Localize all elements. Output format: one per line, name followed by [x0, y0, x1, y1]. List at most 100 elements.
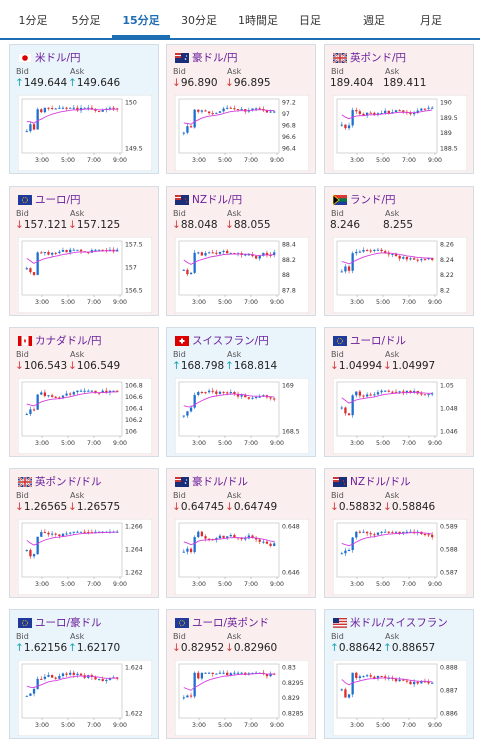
price-chart[interactable]: 150 149.5 3:00 5:00 7:00 9:00	[18, 95, 152, 171]
x-tick-label: 9:00	[113, 440, 127, 447]
price-chart[interactable]: 88.4 88.2 88 87.8 3:00 5:00 7:00 9:00	[175, 237, 309, 313]
currency-pair-title[interactable]: ユーロ/ドル	[350, 335, 407, 347]
moving-average-line	[26, 675, 118, 689]
candle-body	[233, 391, 236, 394]
price-chart[interactable]: 190 189.5 189 188.5 3:00 5:00 7:00 9:00	[333, 95, 467, 171]
candle-body	[229, 391, 232, 393]
tab-1[interactable]: 5分足	[71, 14, 101, 27]
y-tick-label: 189.5	[440, 115, 458, 122]
candle-body	[204, 536, 207, 539]
candle-body	[409, 112, 412, 115]
candle-body	[365, 112, 369, 116]
currency-card[interactable]: 米ドル/スイスフラン Bid Ask ↑0.88642 ↑0.88657 0.888 0.8…	[324, 609, 474, 739]
currency-card[interactable]: スイスフラン/円 Bid Ask ↑168.798 ↑168.814 169 168.5 3:…	[166, 327, 316, 457]
ask-label: Ask	[227, 491, 242, 500]
x-tick-label: 3:00	[350, 440, 364, 447]
price-chart[interactable]: 97.2 97 96.8 96.6 96.4 3:00 5:00 7:00 9:00	[175, 95, 309, 171]
candle-body	[387, 677, 390, 679]
price-chart[interactable]: 1.624 1.622 3:00 5:00 7:00 9:00	[18, 660, 152, 736]
plot-area	[178, 98, 280, 154]
candle-body	[351, 672, 354, 695]
candle-body	[72, 107, 75, 109]
y-tick-label: 188.5	[440, 146, 458, 153]
currency-pair-title[interactable]: ユーロ/英ポンド	[192, 617, 270, 629]
currency-pair-title[interactable]: スイスフラン/円	[192, 335, 269, 347]
currency-pair-title[interactable]: 英ポンド/ドル	[35, 476, 102, 488]
x-tick-label: 7:00	[402, 440, 416, 447]
bid-label: Bid	[173, 491, 186, 500]
currency-pair-title[interactable]: NZドル/円	[192, 194, 243, 206]
currency-pair-title[interactable]: NZドル/ドル	[350, 476, 411, 488]
candle-body	[50, 395, 54, 397]
candle-body	[182, 551, 185, 553]
currency-card[interactable]: ランド/円 Bid Ask 8.246 8.255 8.26 8.24 8.22 8.2 3:00…	[324, 186, 474, 316]
currency-card[interactable]: 英ポンド/円 Bid Ask 189.404 189.411 190 189.5 189 188…	[324, 44, 474, 174]
currency-card[interactable]: ユーロ/豪ドル Bid Ask ↑1.62156 ↑1.62170 1.624 1.622 3…	[9, 609, 159, 739]
price-chart[interactable]: 0.83 0.8295 0.829 0.8285 3:00 5:00 7:00 9:00	[175, 660, 309, 736]
candle-body	[94, 109, 97, 111]
currency-card[interactable]: ユーロ/英ポンド Bid Ask ↓0.82952 ↓0.82960 0.83 0.8295…	[166, 609, 316, 739]
currency-card[interactable]: 豪ドル/ドル Bid Ask ↓0.64745 ↓0.64749 0.648 0.646 3:…	[166, 468, 316, 598]
currency-card[interactable]: 英ポンド/ドル Bid Ask ↓1.26565 ↓1.26575 1.266 1.264 1…	[9, 468, 159, 598]
ask-trend-arrow-icon: ↑	[68, 77, 77, 89]
price-chart[interactable]: 1.05 1.048 1.046 3:00 5:00 7:00 9:00	[333, 378, 467, 454]
price-chart[interactable]: 157.5 157 156.5 3:00 5:00 7:00 9:00	[18, 237, 152, 313]
price-chart[interactable]: 0.888 0.887 0.886 3:00 5:00 7:00 9:00	[333, 660, 467, 736]
candle-body	[431, 107, 434, 109]
y-tick-label: 1.05	[440, 383, 454, 390]
candle-body	[258, 108, 261, 110]
candle-body	[409, 390, 412, 393]
currency-pair-title[interactable]: ユーロ/豪ドル	[35, 617, 102, 629]
currency-pair-title[interactable]: 英ポンド/円	[350, 52, 407, 64]
x-tick-label: 3:00	[350, 157, 364, 164]
currency-card[interactable]: NZドル/円 Bid Ask ↓88.048 ↓88.055 88.4 88.2 88 87.8…	[166, 186, 316, 316]
price-chart[interactable]: 169 168.5 3:00 5:00 7:00 9:00	[175, 378, 309, 454]
tab-7[interactable]: 月足	[420, 14, 442, 27]
y-tick-label: 96.8	[282, 123, 296, 130]
x-tick-label: 7:00	[87, 722, 101, 729]
currency-pair-title[interactable]: 米ドル/円	[35, 52, 81, 64]
tab-4[interactable]: 1時間足	[238, 14, 278, 27]
price-chart[interactable]: 106.8 106.6 106.4 106.2 106 3:00 5:00 7:00 9:00	[18, 378, 152, 454]
candle-body	[340, 553, 343, 555]
candle-body	[29, 124, 32, 132]
moving-average-line	[341, 252, 433, 265]
currency-pair-title[interactable]: ランド/円	[350, 194, 396, 206]
currency-card[interactable]: ユーロ/ドル Bid Ask ↓1.04994 ↓1.04997 1.05 1.048 1.0…	[324, 327, 474, 457]
candle-body	[189, 407, 193, 412]
currency-pair-title[interactable]: カナダドル/円	[35, 335, 102, 347]
currency-card[interactable]: NZドル/ドル Bid Ask ↓0.58832 ↓0.58846 0.589 0.588 0…	[324, 468, 474, 598]
bid-value: 189.404	[330, 77, 373, 89]
bid-trend-arrow-icon: ↓	[15, 501, 24, 513]
bid-label: Bid	[173, 67, 186, 76]
candle-body	[25, 695, 28, 697]
currency-card[interactable]: カナダドル/円 Bid Ask ↓106.543 ↓106.549 106.8 106.6 1…	[9, 327, 159, 457]
bid-value: ↓0.58832	[330, 501, 382, 513]
moving-average-line	[341, 532, 433, 547]
currency-pair-title[interactable]: ユーロ/円	[35, 194, 81, 206]
candle-body	[54, 108, 57, 110]
currency-pair-title[interactable]: 豪ドル/ドル	[192, 476, 249, 488]
candle-body	[87, 107, 90, 109]
tab-2[interactable]: 15分足	[112, 0, 170, 38]
x-tick-label: 7:00	[402, 722, 416, 729]
ask-label: Ask	[70, 350, 85, 359]
currency-card[interactable]: ユーロ/円 Bid Ask ↓157.121 ↓157.125 157.5 157 156.5…	[9, 186, 159, 316]
currency-pair-title[interactable]: 豪ドル/円	[192, 52, 238, 64]
currency-card[interactable]: 豪ドル/円 Bid Ask ↓96.890 ↓96.895 97.2 97 96.8 96.6 9…	[166, 44, 316, 174]
price-chart[interactable]: 1.266 1.264 1.262 3:00 5:00 7:00 9:00	[18, 519, 152, 595]
currency-card[interactable]: 米ドル/円 Bid Ask ↑149.644 ↑149.646 150 149.5 3:00 5…	[9, 44, 159, 174]
tab-3[interactable]: 30分足	[181, 14, 217, 27]
candle-body	[29, 409, 32, 414]
tab-5[interactable]: 日足	[299, 14, 321, 27]
candle-body	[25, 131, 28, 133]
price-chart[interactable]: 0.589 0.588 0.587 3:00 5:00 7:00 9:00	[333, 519, 467, 595]
tab-0[interactable]: 1分足	[18, 14, 48, 27]
price-chart[interactable]: 0.648 0.646 3:00 5:00 7:00 9:00	[175, 519, 309, 595]
candle-body	[47, 252, 50, 255]
price-chart[interactable]: 8.26 8.24 8.22 8.2 3:00 5:00 7:00 9:00	[333, 237, 467, 313]
ask-price: 168.814	[233, 360, 278, 372]
candle-body	[394, 253, 398, 256]
currency-pair-title[interactable]: 米ドル/スイスフラン	[350, 617, 448, 629]
tab-6[interactable]: 週足	[363, 14, 385, 27]
